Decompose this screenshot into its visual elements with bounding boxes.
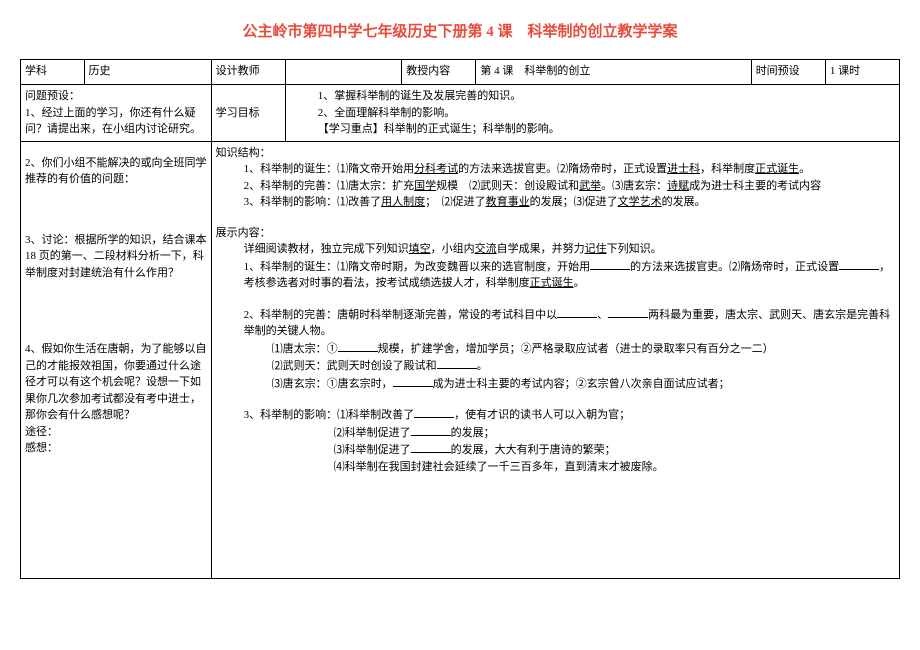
diu3: 记住 xyxy=(585,243,607,255)
d3a: 3、科举制的影响：⑴科举制改善了 xyxy=(244,409,415,421)
d32b: 的发展； xyxy=(451,427,495,439)
d21b: 规模，扩建学舍，增加学员；②严格录取应试者（进士的录取率只有百分之一二） xyxy=(378,343,774,355)
lesson-table: 学科 历史 设计教师 教授内容 第 4 课 科举制的创立 时间预设 1 课时 问… xyxy=(20,59,900,579)
k3u2: 教育事业 xyxy=(486,196,530,208)
blank xyxy=(608,306,648,318)
diu1: 填空 xyxy=(409,243,431,255)
k2u2: 武举 xyxy=(579,180,601,192)
q3-text: 3、讨论：根据所学的知识，结合课本 18 页的第一、二段材料分析一下，科举制度对… xyxy=(25,232,207,282)
blank xyxy=(393,375,433,387)
d22b: 。 xyxy=(477,360,488,372)
dic: 自学成果，并努力 xyxy=(497,243,585,255)
goal-2: 2、全面理解科举制的影响。 xyxy=(290,105,895,122)
d1d: 。 xyxy=(574,277,585,289)
k1: 1、科举制的诞生：⑴隋文帝开始用分科考试的方法来选拔官吏。⑵隋炀帝时，正式设置进… xyxy=(216,161,895,178)
blank xyxy=(557,306,597,318)
d33a: ⑶科举制促进了 xyxy=(334,444,411,456)
k3c: 的发展；⑶促进了 xyxy=(530,196,618,208)
d1b: 的方法来选拔官吏。⑵隋炀帝时，正式设置 xyxy=(630,261,839,273)
d1a: 1、科举制的诞生：⑴隋文帝时期，为改变魏晋以来的选官制度，开始用 xyxy=(244,261,591,273)
k2u3: 诗赋 xyxy=(667,180,689,192)
d3b: ，使有才识的读书人可以入朝为官； xyxy=(454,409,630,421)
k2a: 2、科举制的完善：⑴唐太宗：扩充 xyxy=(244,180,415,192)
k3u3: 文学艺术 xyxy=(618,196,662,208)
d22: ⑵武则天：武则天时创设了殿试和 xyxy=(272,360,437,372)
goals-row: 问题预设： 1、经过上面的学习，你还有什么疑问？请提出来，在小组内讨论研究。 学… xyxy=(21,85,900,142)
blank xyxy=(590,258,630,270)
hdr-content-value: 第 4 课 科举制的创立 xyxy=(476,60,751,85)
header-row: 学科 历史 设计教师 教授内容 第 4 课 科举制的创立 时间预设 1 课时 xyxy=(21,60,900,85)
k3: 3、科举制的影响：⑴改善了用人制度； ⑵促进了教育事业的发展；⑶促进了文学艺术的… xyxy=(216,194,895,211)
display-label: 展示内容： xyxy=(216,225,895,242)
k1u1: 分科考试 xyxy=(414,163,458,175)
blank xyxy=(839,258,879,270)
dia: 详细阅读教材，独立完成下列知识 xyxy=(244,243,409,255)
hdr-subject-value: 历史 xyxy=(84,60,211,85)
dib: ，小组内 xyxy=(431,243,475,255)
d3-3: ⑶科举制促进了 的发展，大大有利于唐诗的繁荣； xyxy=(216,441,895,459)
main-content: 知识结构： 1、科举制的诞生：⑴隋文帝开始用分科考试的方法来选拔官吏。⑵隋炀帝时… xyxy=(211,141,899,578)
left-questions: 2、你们小组不能解决的或向全班同学推荐的有价值的问题： 3、讨论：根据所学的知识… xyxy=(21,141,212,578)
d2: 2、科举制的完善：唐朝时科举制逐渐完善，常设的考试科目中以、两科最为重要，唐太宗… xyxy=(216,306,895,340)
hdr-time-value: 1 课时 xyxy=(825,60,899,85)
q-label: 问题预设： xyxy=(25,88,207,105)
d2b: 、 xyxy=(597,309,608,321)
k2c: 。⑶唐玄宗： xyxy=(601,180,667,192)
k1a: 1、科举制的诞生：⑴隋文帝开始用 xyxy=(244,163,415,175)
d3-2: ⑵科举制促进了 的发展； xyxy=(216,424,895,442)
d23b: 成为进士科主要的考试内容；②玄宗曾八次亲自面试应试者； xyxy=(433,378,730,390)
k1c: ，科举制度 xyxy=(700,163,755,175)
blank xyxy=(411,441,451,453)
display-intro: 详细阅读教材，独立完成下列知识填空，小组内交流自学成果，并努力记住下列知识。 xyxy=(216,241,895,258)
d1u: 正式诞生 xyxy=(530,277,574,289)
k2b: 规模 ⑵武则天：创设殿试和 xyxy=(436,180,579,192)
q4c-text: 感想： xyxy=(25,440,207,457)
q2-text: 2、你们小组不能解决的或向全班同学推荐的有价值的问题： xyxy=(25,155,207,188)
k2: 2、科举制的完善：⑴唐太宗：扩充国学规模 ⑵武则天：创设殿试和武举。⑶唐玄宗：诗… xyxy=(216,178,895,195)
body-row: 2、你们小组不能解决的或向全班同学推荐的有价值的问题： 3、讨论：根据所学的知识… xyxy=(21,141,900,578)
q1-text: 1、经过上面的学习，你还有什么疑问？请提出来，在小组内讨论研究。 xyxy=(25,105,207,138)
d2a: 2、科举制的完善：唐朝时科举制逐渐完善，常设的考试科目中以 xyxy=(244,309,558,321)
k1u3: 正式诞生 xyxy=(755,163,799,175)
d3: 3、科举制的影响：⑴科举制改善了 ，使有才识的读书人可以入朝为官； xyxy=(216,406,895,424)
page-title: 公主岭市第四中学七年级历史下册第 4 课 科举制的创立教学学案 xyxy=(20,20,900,41)
blank xyxy=(411,424,451,436)
d1: 1、科举制的诞生：⑴隋文帝时期，为改变魏晋以来的选官制度，开始用 的方法来选拔官吏… xyxy=(216,258,895,292)
k2d: 成为进士科主要的考试内容 xyxy=(689,180,821,192)
blank xyxy=(338,340,378,352)
d2-1: ⑴唐太宗：① 规模，扩建学舍，增加学员；②严格录取应试者（进士的录取率只有百分之一… xyxy=(216,340,895,358)
k3a: 3、科举制的影响：⑴改善了 xyxy=(244,196,382,208)
blank xyxy=(437,357,477,369)
k3b: ； ⑵促进了 xyxy=(425,196,486,208)
k1b: 的方法来选拔官吏。⑵隋炀帝时，正式设置 xyxy=(458,163,667,175)
left-q1: 问题预设： 1、经过上面的学习，你还有什么疑问？请提出来，在小组内讨论研究。 xyxy=(21,85,212,142)
d32a: ⑵科举制促进了 xyxy=(334,427,411,439)
d23a: ⑶唐玄宗：①唐玄宗时， xyxy=(272,378,393,390)
knowledge-label: 知识结构： xyxy=(216,145,895,162)
goal-3: 【学习重点】科举制的正式诞生；科举制的影响。 xyxy=(290,121,895,138)
blank xyxy=(414,406,454,418)
d2-2: ⑵武则天：武则天时创设了殿试和 。 xyxy=(216,357,895,375)
did: 下列知识。 xyxy=(607,243,662,255)
k1u2: 进士科 xyxy=(667,163,700,175)
d33b: 的发展，大大有利于唐诗的繁荣； xyxy=(451,444,616,456)
hdr-designer-value xyxy=(285,60,401,85)
q4b-text: 途径： xyxy=(25,424,207,441)
d21a: ⑴唐太宗：① xyxy=(272,343,338,355)
hdr-content-label: 教授内容 xyxy=(402,60,476,85)
goal-1: 1、掌握科举制的诞生及发展完善的知识。 xyxy=(290,88,895,105)
d2-3: ⑶唐玄宗：①唐玄宗时， 成为进士科主要的考试内容；②玄宗曾八次亲自面试应试者； xyxy=(216,375,895,393)
d3-4: ⑷科举制在我国封建社会延续了一千三百多年，直到清末才被废除。 xyxy=(216,459,895,476)
diu2: 交流 xyxy=(475,243,497,255)
goals-content: 1、掌握科举制的诞生及发展完善的知识。 2、全面理解科举制的影响。 【学习重点】… xyxy=(285,85,899,142)
k3d: 的发展。 xyxy=(662,196,706,208)
hdr-designer-label: 设计教师 xyxy=(211,60,285,85)
goals-label: 学习目标 xyxy=(211,85,285,142)
hdr-time-label: 时间预设 xyxy=(751,60,825,85)
q4a-text: 4、假如你生活在唐朝，为了能够以自己的才能报效祖国，你要通过什么途径才可以有这个… xyxy=(25,341,207,424)
k1d: 。 xyxy=(799,163,810,175)
k3u1: 用人制度 xyxy=(381,196,425,208)
hdr-subject-label: 学科 xyxy=(21,60,85,85)
k2u1: 国学 xyxy=(414,180,436,192)
